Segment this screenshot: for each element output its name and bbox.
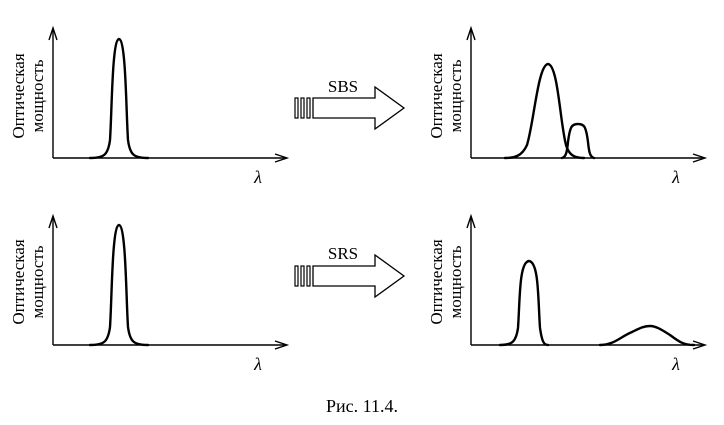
arrow-shape [312, 253, 406, 299]
panel-top-left: Оптическая мощность λ [9, 25, 290, 187]
x-axis-label-lambda: λ [253, 354, 262, 374]
y-axis-label-line1: Оптическая [427, 239, 446, 325]
x-axis-label-lambda: λ [253, 167, 262, 187]
spectral-peak [88, 37, 150, 160]
x-axis-label-lambda: λ [671, 167, 680, 187]
pump-peak [498, 259, 550, 347]
arrow-tail-bar [294, 265, 299, 287]
y-axis-label-line2: мощность [28, 59, 47, 132]
panel-bottom-left: Оптическая мощность λ [9, 213, 290, 374]
x-axis-arrowhead [692, 153, 708, 163]
y-axis-arrowhead [48, 213, 58, 229]
arrow-tail-bar [294, 97, 299, 119]
process-arrow-srs: SRS [294, 244, 406, 299]
arrow-label-sbs: SBS [328, 77, 358, 96]
y-axis-arrowhead [466, 25, 476, 41]
x-axis-arrowhead [692, 340, 708, 350]
x-axis-arrowhead [274, 153, 290, 163]
y-axis-arrowhead [466, 213, 476, 229]
y-axis-label-line1: Оптическая [9, 239, 28, 325]
figure-caption: Рис. 11.4. [326, 396, 398, 416]
stokes-peak-brillouin [560, 122, 596, 160]
arrow-shape [312, 85, 406, 131]
arrow-tail-bar [300, 97, 305, 119]
arrow-tail-bar [306, 97, 311, 119]
x-axis-label-lambda: λ [671, 354, 680, 374]
arrow-tail-bar [300, 265, 305, 287]
spectral-peak [88, 223, 150, 347]
y-axis-label-line2: мощность [28, 245, 47, 318]
y-axis-label-line1: Оптическая [9, 53, 28, 139]
arrow-tail-bar [306, 265, 311, 287]
y-axis-label-line2: мощность [446, 245, 465, 318]
panel-top-right: Оптическая мощность λ [427, 25, 708, 187]
x-axis-arrowhead [274, 340, 290, 350]
y-axis-arrowhead [48, 25, 58, 41]
y-axis-label-line1: Оптическая [427, 53, 446, 139]
arrow-label-srs: SRS [328, 244, 358, 263]
stokes-peak-raman [598, 324, 696, 347]
y-axis-label-line2: мощность [446, 59, 465, 132]
pump-peak [503, 62, 586, 160]
process-arrow-sbs: SBS [294, 77, 406, 131]
panel-bottom-right: Оптическая мощность λ [427, 213, 708, 374]
